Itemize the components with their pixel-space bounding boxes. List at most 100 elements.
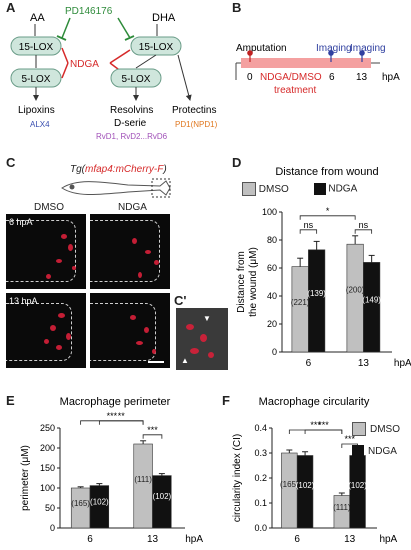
chart-f-ytick-label-0: 0.0 — [254, 523, 267, 533]
ndga-inhibit-3 — [109, 49, 131, 64]
legend-f-ndga: NDGA — [368, 446, 397, 457]
chart-d-sig-bracket-2 — [354, 229, 373, 234]
time-0: 0 — [247, 72, 253, 83]
resolvins-label: Resolvins — [110, 105, 153, 116]
image-label-13hpa: 13 hpA — [9, 296, 38, 306]
panel-label-c: C — [6, 155, 16, 170]
chart-e-sig-label-1: ** — [118, 411, 126, 421]
chart-d-sig-label-0: ns — [304, 220, 314, 230]
image-ndga-13hpa — [90, 293, 170, 368]
lox15-to-lox5-right — [135, 54, 157, 69]
legend-swatch-dmso — [242, 182, 256, 196]
chart-f-sig-bracket-1 — [304, 429, 343, 434]
chart-e-sig-bracket-2 — [142, 434, 163, 439]
legend-f-swatch-ndga — [352, 445, 364, 458]
time-unit: hpA — [382, 72, 400, 83]
chart-d-ylabel-1: Distance from — [236, 251, 247, 313]
chart-d-n-0-1: (200) — [346, 286, 365, 295]
chart-d-sig-label-2: ns — [359, 220, 369, 230]
ndga-inhibit-2 — [61, 62, 69, 79]
time-13: 13 — [356, 72, 368, 83]
chart-e-bar-ndga-13 — [152, 475, 172, 529]
amputation-marker — [247, 50, 253, 56]
chart-e-sig-bracket-0 — [80, 420, 144, 425]
chart-f-sig-label-1: *** — [318, 420, 329, 430]
chart-d-bar-dmso-13 — [346, 243, 364, 353]
lox5-left-label: 5-LOX — [22, 74, 51, 85]
chart-e-sig-label-2: *** — [147, 425, 158, 435]
time-6: 6 — [329, 72, 335, 83]
pathway-diagram: AA DHA PD146176 NDGA 15-LOX 15-LOX 5-LOX… — [10, 6, 218, 141]
amputation-label: Amputation — [236, 43, 287, 54]
legend-swatch-ndga — [313, 183, 326, 195]
larva-schematic — [61, 178, 171, 198]
image-dmso-6hpa: 6 hpA — [6, 214, 86, 289]
chart-f-ytick-label-4: 0.4 — [254, 423, 267, 433]
image-ndga-6hpa — [90, 214, 170, 289]
chart-f-n-0-0: (165) — [280, 480, 299, 489]
imaging-marker-1 — [328, 50, 334, 56]
ndga-inhibit-1 — [61, 47, 69, 64]
chart-d-n-1-1: (149) — [362, 296, 381, 305]
legend-f-swatch-dmso — [352, 422, 366, 437]
chart-f-ylabel: circularity index (CI) — [232, 434, 243, 522]
inhibitor-pd146176: PD146176 — [65, 6, 113, 17]
ndga-column-label: NDGA — [118, 202, 147, 213]
imaging-label-2: Imaging — [350, 43, 386, 54]
dserie-label: D-serie — [114, 118, 147, 129]
chart-f-bar-ndga-6 — [296, 455, 314, 529]
imaging-label-1: Imaging — [316, 43, 352, 54]
chart-f-n-1-1: (102) — [348, 481, 367, 490]
chart-f-title: Macrophage circularity — [259, 396, 370, 408]
chart-e-ytick-label-2: 100 — [40, 483, 55, 493]
chart-d-title: Distance from wound — [275, 166, 378, 178]
pd-inhibit-left — [61, 17, 71, 39]
chart-f-n-0-1: (111) — [333, 503, 351, 512]
rvd-label: RvD1, RvD2...RvD6 — [96, 132, 168, 141]
treatment-label-1: NDGA/DMSO — [260, 72, 322, 83]
chart-e-ylabel: perimeter (μM) — [20, 445, 31, 511]
chart-f-sig-bracket-0 — [288, 429, 343, 434]
image-closeup: ▼ ▲ — [176, 308, 228, 370]
aa-label: AA — [30, 12, 45, 24]
treatment-label-2: treatment — [274, 85, 316, 96]
chart-d-ytick-label-4: 80 — [267, 235, 277, 245]
lox15-left-label: 15-LOX — [19, 42, 54, 53]
chart-f-sig-label-2: *** — [344, 434, 355, 444]
chart-d-xtick-1: 13 — [358, 358, 370, 369]
chart-e-title: Macrophage perimeter — [60, 396, 171, 408]
chart-d-ytick-label-1: 20 — [267, 319, 277, 329]
chart-d-ytick-label-2: 40 — [267, 291, 277, 301]
inhibitor-ndga: NDGA — [70, 59, 99, 70]
chart-d-bar-ndga-6 — [308, 249, 326, 353]
panel-label-b: B — [232, 0, 242, 15]
chart-f-xtick-1: 13 — [344, 534, 356, 545]
alx4-label: ALX4 — [30, 120, 50, 129]
chart-distance-from-wound: Distance from wound Distance from the woun… — [236, 166, 411, 369]
chart-f-ytick-label-1: 0.1 — [254, 498, 267, 508]
pd-inhibit-left-bar — [56, 35, 67, 41]
chart-f-xunit: hpA — [379, 534, 397, 545]
legend-f: DMSO NDGA — [352, 419, 400, 463]
scale-bar — [148, 361, 164, 363]
chart-f-bar-dmso-6 — [281, 452, 298, 529]
chart-d-sig-label-1: * — [326, 206, 330, 216]
chart-f-n-1-0: (102) — [296, 481, 315, 490]
chart-d-ytick-label-3: 60 — [267, 263, 277, 273]
chart-e-n-1-1: (102) — [153, 492, 172, 501]
pd-inhibit-right — [117, 17, 131, 39]
chart-f-bar-ndga-13 — [349, 455, 366, 529]
chart-d-bar-ndga-13 — [363, 262, 381, 353]
pd-inhibit-right-bar — [124, 35, 135, 41]
imaging-marker-2 — [359, 50, 365, 56]
lox5-right-label: 5-LOX — [122, 74, 151, 85]
chart-e-ytick-label-4: 200 — [40, 443, 55, 453]
treatment-bar — [241, 58, 371, 68]
legend-d-ndga: NDGA — [328, 183, 358, 195]
dmso-column-label: DMSO — [34, 202, 64, 213]
chart-macrophage-circularity: Macrophage circularity circularity index … — [232, 396, 398, 545]
chart-e-bar-ndga-6 — [89, 485, 110, 529]
protectins-label: Protectins — [172, 105, 216, 116]
panel-label-d: D — [232, 155, 242, 170]
chart-f-ytick-label-2: 0.2 — [254, 473, 267, 483]
